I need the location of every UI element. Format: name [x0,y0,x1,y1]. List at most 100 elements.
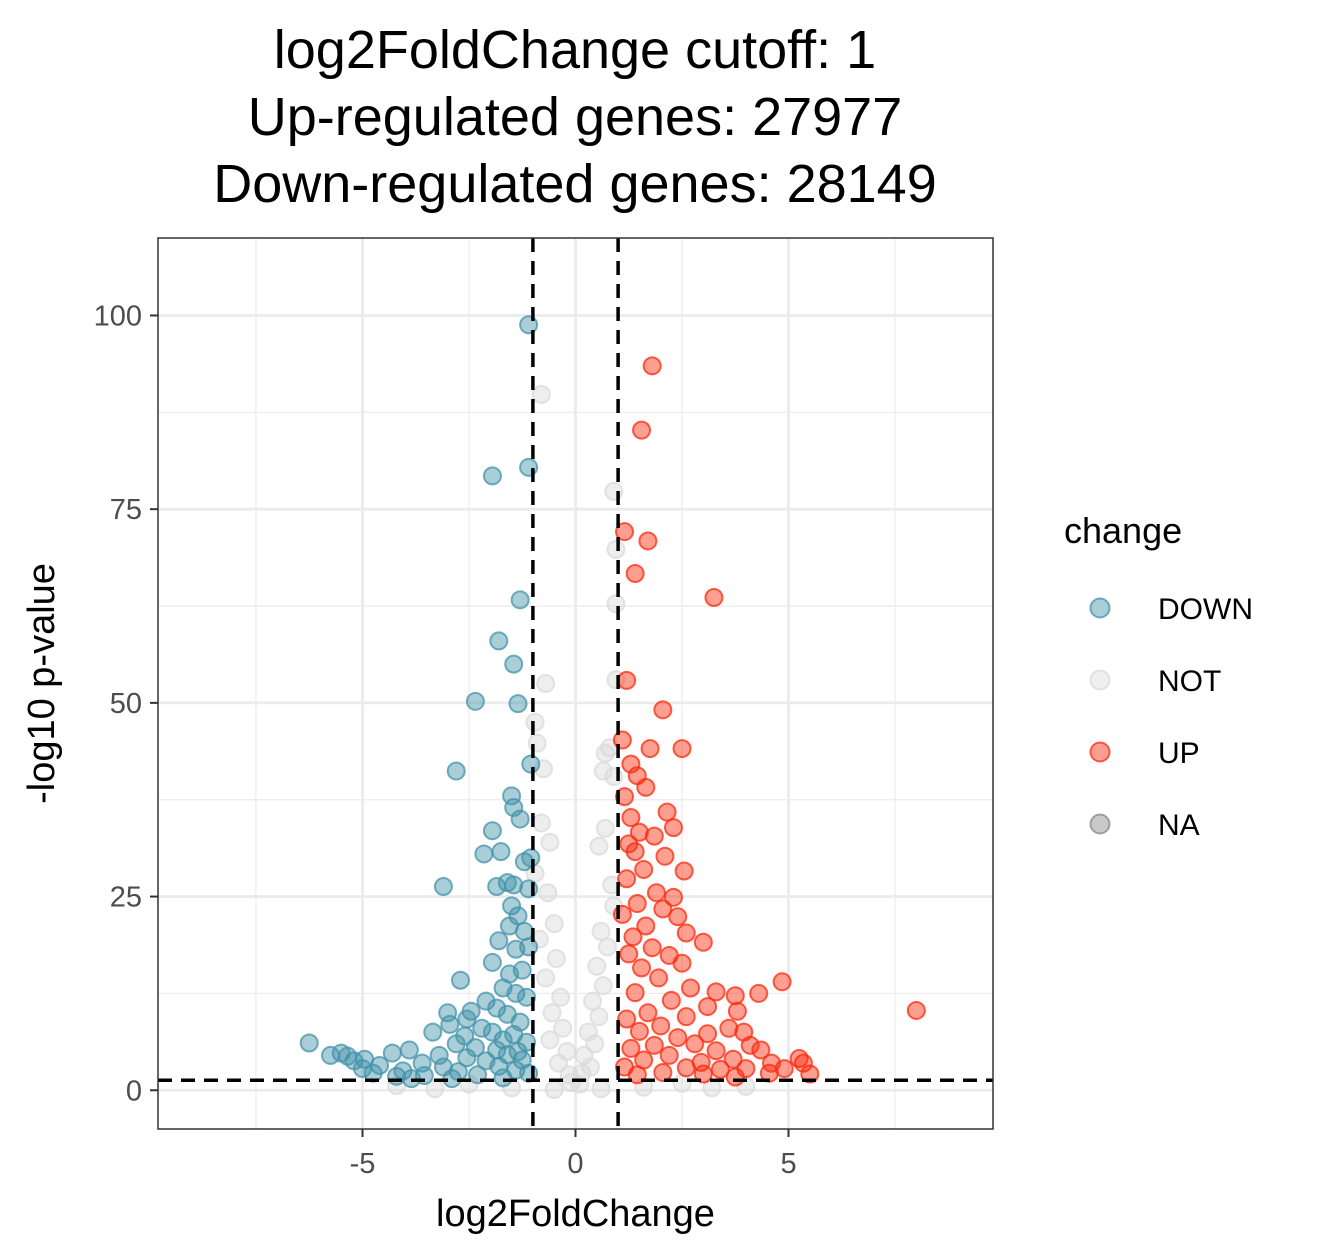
data-point-not [587,956,607,976]
data-point-up [632,958,652,978]
data-point-up [657,802,677,822]
data-point-up [676,923,696,943]
data-point-down [352,1059,372,1079]
data-point-up [704,587,724,607]
data-point-up [617,1009,637,1029]
data-point-up [614,787,634,807]
data-point-up [698,997,718,1017]
data-point-up [749,983,769,1003]
data-point-not [544,1079,564,1099]
data-point-not [536,674,556,693]
data-point-up [636,916,656,936]
y-axis-title: -log10 p-value [21,563,63,804]
y-tick-label: 100 [94,300,142,332]
data-point-down [517,987,537,1007]
data-point-down [299,1033,319,1053]
data-point-up [676,1007,696,1027]
data-point-down [450,970,470,990]
data-point-not [583,991,603,1011]
data-point-up [663,818,683,838]
data-point-not [531,385,551,405]
chart-title-line-3: Down-regulated genes: 28149 [213,154,937,214]
data-point-up [793,1053,813,1073]
data-point-not [672,1073,692,1093]
data-point-down [491,842,511,862]
data-point-up [632,420,652,440]
chart-title-line-1: log2FoldChange cutoff: 1 [273,20,877,80]
data-point-up [642,356,662,376]
data-point-down [446,1034,466,1054]
threshold-lines [158,238,993,1129]
data-point-down [510,809,530,829]
data-point-down [472,1018,492,1038]
data-point-up [663,887,683,907]
chart-title-line-2: Up-regulated genes: 27977 [247,87,903,147]
data-point-down [521,754,541,774]
data-point-up [644,826,664,846]
data-point-not [540,832,560,852]
data-point-up [642,938,662,958]
data-point-up [672,953,692,973]
data-point-up [617,869,637,889]
legend-key-not [1089,669,1111,691]
data-point-down [399,1040,419,1060]
data-point-not [585,1034,605,1054]
data-point-down [457,1048,477,1068]
data-point-up [625,842,645,862]
data-point-up [661,990,681,1010]
data-point-up [723,1049,743,1069]
data-point-down [482,952,502,972]
data-point-not [595,743,615,763]
data-point-not [540,1030,560,1050]
grid [158,238,993,1129]
data-point-up [621,808,641,828]
data-point-not [525,712,545,732]
data-point-up [621,1038,641,1058]
data-point-down [476,991,496,1011]
data-point-up [653,700,673,720]
data-point-up [625,983,645,1003]
y-tick-label: 75 [110,494,142,526]
data-point-up [625,563,645,583]
data-point-down [489,931,509,951]
data-point-not [589,1007,609,1027]
data-point-up [706,982,726,1002]
data-point-up [638,1003,658,1023]
data-point-up [727,1001,747,1021]
data-point-not [538,883,558,903]
data-point-up [614,522,634,542]
data-point-up [672,739,692,759]
data-point-not [593,976,613,996]
data-point-down [433,876,453,896]
data-point-up [800,1064,820,1084]
legend-key-na [1089,813,1111,835]
data-point-down [514,921,534,941]
data-point-down [504,654,524,674]
data-point-up [623,927,643,947]
data-point-up [710,1059,730,1079]
data-point-not [551,987,571,1007]
data-point-up [655,846,675,866]
data-point-up [706,1041,726,1061]
data-point-not [606,594,626,614]
data-point-up [668,907,688,927]
y-tick-label: 50 [110,688,142,720]
data-point-up [772,972,792,992]
data-point-up [674,861,694,881]
data-points [299,315,926,1099]
data-point-down [429,1045,449,1065]
data-point-down [382,1043,402,1063]
x-tick-label: 5 [780,1148,796,1180]
data-point-up [653,899,673,919]
data-point-down [482,466,502,486]
data-point-not [544,914,564,934]
legend-key-up [1089,741,1111,763]
data-point-not [591,1079,611,1099]
data-point-up [636,777,656,797]
data-point-down [440,1014,460,1034]
legend: change DOWN NOT UP NA [1064,510,1253,842]
data-point-not [589,836,609,856]
data-point-down [321,1045,341,1065]
legend-label-na: NA [1158,809,1200,842]
